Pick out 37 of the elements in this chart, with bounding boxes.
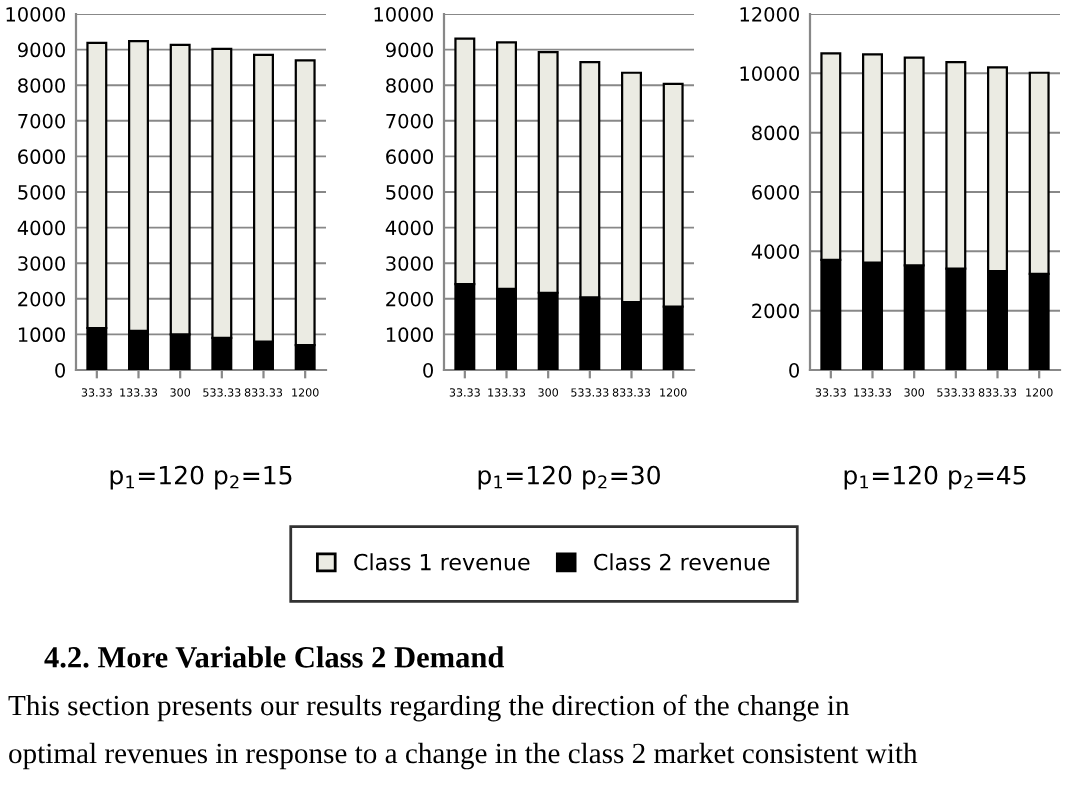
legend-label: Class 2 revenue [594,553,770,571]
y-tick-label: 8000 [752,125,799,141]
y-tick-label: 6000 [386,149,433,165]
y-tick-label: 2000 [18,291,65,307]
y-tick-label: 9000 [386,42,433,58]
text: 4.2. More Variable Class 2 Demand [44,646,505,668]
x-axis-title: p$_{1}$=120 p$_{2}$=30 [478,465,660,490]
legend-label: Class 1 revenue [354,553,530,571]
y-tick-label: 2000 [752,303,799,319]
y-tick-label: 10000 [740,66,799,81]
y-tick-label: 2000 [386,291,433,307]
y-tick-label: 0 [423,362,433,378]
y-tick-label: 12000 [740,6,799,22]
y-tick-label: 3000 [18,256,65,271]
y-tick-label: 10000 [374,6,433,22]
y-tick-label: 6000 [18,149,65,165]
y-tick-label: 4000 [385,220,433,236]
y-tick-label: 1000 [18,327,65,343]
y-tick-label: 10000 [6,6,65,22]
y-tick-label: 7000 [18,113,65,129]
y-tick-label: 4000 [751,244,799,259]
x-axis-title: p$_{1}$=120 p$_{2}$=45 [844,465,1026,490]
text: This section presents our results regarding the direction of the change in [8,694,850,722]
y-tick-label: 8000 [18,78,65,93]
y-tick-label: 8000 [386,78,433,93]
y-tick-label: 3000 [386,256,433,271]
y-tick-label: 5000 [386,184,433,200]
y-tick-label: 0 [55,362,65,378]
y-tick-label: 1000 [386,327,433,343]
x-axis-title: p$_{1}$=120 p$_{2}$=15 [110,465,292,490]
y-tick-label: 5000 [18,184,65,200]
y-tick-label: 0 [789,362,799,378]
y-tick-label: 4000 [17,220,65,236]
y-tick-label: 9000 [18,42,65,58]
y-tick-label: 7000 [386,113,433,129]
y-tick-label: 6000 [752,184,799,200]
text: optimal revenues in response to a change in the class 2 market consistent with [9,742,918,770]
